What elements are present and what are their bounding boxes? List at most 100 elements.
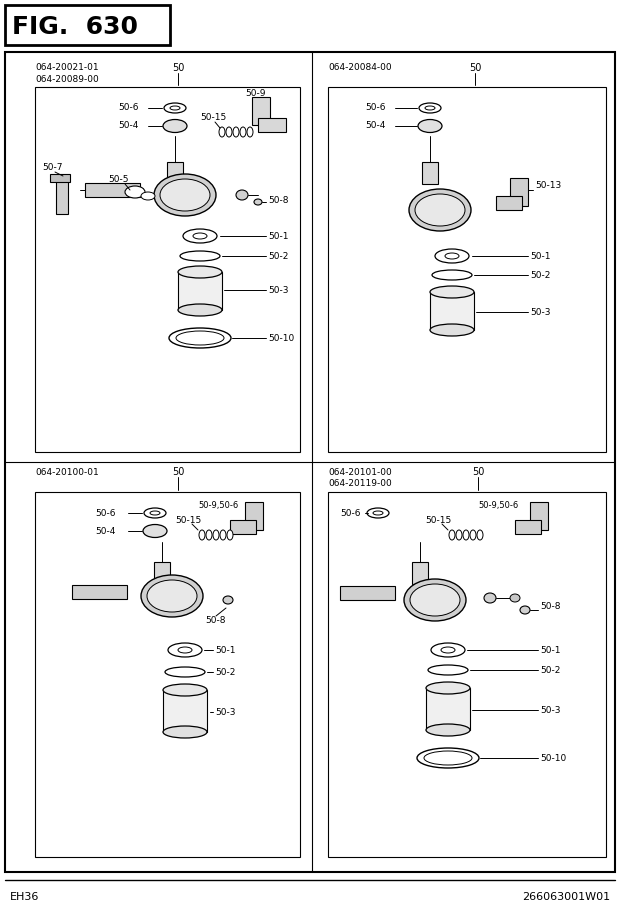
Ellipse shape: [520, 606, 530, 614]
Text: 50-2: 50-2: [540, 666, 560, 675]
Ellipse shape: [213, 530, 219, 540]
Ellipse shape: [240, 127, 246, 137]
Ellipse shape: [170, 106, 180, 110]
Ellipse shape: [247, 127, 253, 137]
Ellipse shape: [424, 751, 472, 765]
Text: 064-20021-01: 064-20021-01: [35, 64, 99, 73]
Ellipse shape: [470, 530, 476, 540]
Ellipse shape: [223, 596, 233, 604]
Text: 50-15: 50-15: [425, 515, 451, 525]
Ellipse shape: [426, 682, 470, 694]
Text: 50-15: 50-15: [175, 515, 202, 525]
Ellipse shape: [236, 190, 248, 200]
Ellipse shape: [417, 748, 479, 768]
Bar: [258, 118, 286, 132]
Ellipse shape: [233, 127, 239, 137]
Bar: [5, 52, 615, 872]
Ellipse shape: [154, 174, 216, 216]
Ellipse shape: [168, 643, 202, 657]
Bar: [426, 688, 470, 730]
Bar: [510, 178, 528, 206]
Ellipse shape: [141, 192, 155, 200]
Text: 50-8: 50-8: [540, 601, 560, 610]
Bar: [412, 562, 428, 584]
Ellipse shape: [409, 189, 471, 231]
Ellipse shape: [178, 647, 192, 653]
Ellipse shape: [432, 270, 472, 280]
Ellipse shape: [143, 525, 167, 538]
Ellipse shape: [373, 511, 383, 515]
Ellipse shape: [183, 229, 217, 243]
Text: 50-6: 50-6: [118, 103, 138, 112]
Text: 50-1: 50-1: [530, 252, 551, 261]
Ellipse shape: [418, 120, 442, 133]
Text: 50-9,50-6: 50-9,50-6: [478, 501, 518, 510]
Text: 50-1: 50-1: [215, 645, 236, 655]
Bar: [167, 162, 183, 184]
Ellipse shape: [144, 508, 166, 518]
Ellipse shape: [164, 103, 186, 113]
Ellipse shape: [176, 331, 224, 345]
Ellipse shape: [206, 530, 212, 540]
Ellipse shape: [404, 579, 466, 621]
Bar: [328, 492, 606, 857]
Text: 50: 50: [172, 63, 184, 73]
Ellipse shape: [477, 530, 483, 540]
Bar: [50, 174, 70, 182]
Text: 064-20100-01: 064-20100-01: [35, 467, 99, 477]
Ellipse shape: [367, 508, 389, 518]
Bar: [154, 562, 170, 584]
Ellipse shape: [441, 647, 455, 653]
Text: 50-7: 50-7: [42, 163, 63, 172]
Ellipse shape: [178, 266, 222, 278]
Text: 064-20119-00: 064-20119-00: [328, 479, 392, 488]
Bar: [5, 5, 170, 45]
Text: 064-20089-00: 064-20089-00: [35, 75, 99, 84]
Ellipse shape: [163, 120, 187, 133]
Ellipse shape: [147, 580, 197, 612]
Ellipse shape: [160, 179, 210, 211]
Ellipse shape: [510, 594, 520, 602]
Ellipse shape: [163, 684, 207, 696]
Ellipse shape: [449, 530, 455, 540]
Text: 50-3: 50-3: [540, 705, 560, 715]
Ellipse shape: [484, 593, 496, 603]
Ellipse shape: [150, 511, 160, 515]
Text: 50-10: 50-10: [540, 753, 566, 762]
Ellipse shape: [456, 530, 462, 540]
Ellipse shape: [419, 103, 441, 113]
Text: EH36: EH36: [10, 892, 40, 902]
Ellipse shape: [227, 530, 233, 540]
Text: 50-13: 50-13: [535, 181, 561, 190]
Bar: [515, 520, 541, 534]
Bar: [72, 585, 127, 599]
Ellipse shape: [426, 724, 470, 736]
Ellipse shape: [430, 286, 474, 298]
Ellipse shape: [226, 127, 232, 137]
Ellipse shape: [219, 127, 225, 137]
Ellipse shape: [425, 106, 435, 110]
Ellipse shape: [169, 328, 231, 348]
Ellipse shape: [410, 584, 460, 616]
Text: 50-1: 50-1: [540, 645, 560, 655]
Bar: [245, 502, 263, 530]
Text: 50-6: 50-6: [95, 509, 115, 517]
Bar: [178, 272, 222, 310]
Ellipse shape: [141, 575, 203, 617]
Bar: [230, 520, 256, 534]
Text: 50-4: 50-4: [95, 526, 115, 536]
Ellipse shape: [430, 324, 474, 336]
Bar: [56, 178, 68, 214]
Text: 50-3: 50-3: [268, 286, 288, 294]
Text: 50-9: 50-9: [245, 89, 265, 98]
Text: 50-9,50-6: 50-9,50-6: [198, 501, 238, 510]
Ellipse shape: [163, 726, 207, 738]
Bar: [163, 690, 207, 732]
Ellipse shape: [180, 251, 220, 261]
Bar: [35, 87, 300, 452]
Bar: [85, 183, 140, 197]
Ellipse shape: [415, 194, 465, 226]
Bar: [340, 586, 395, 600]
Text: 50-8: 50-8: [205, 616, 226, 624]
Text: 50-2: 50-2: [268, 252, 288, 261]
